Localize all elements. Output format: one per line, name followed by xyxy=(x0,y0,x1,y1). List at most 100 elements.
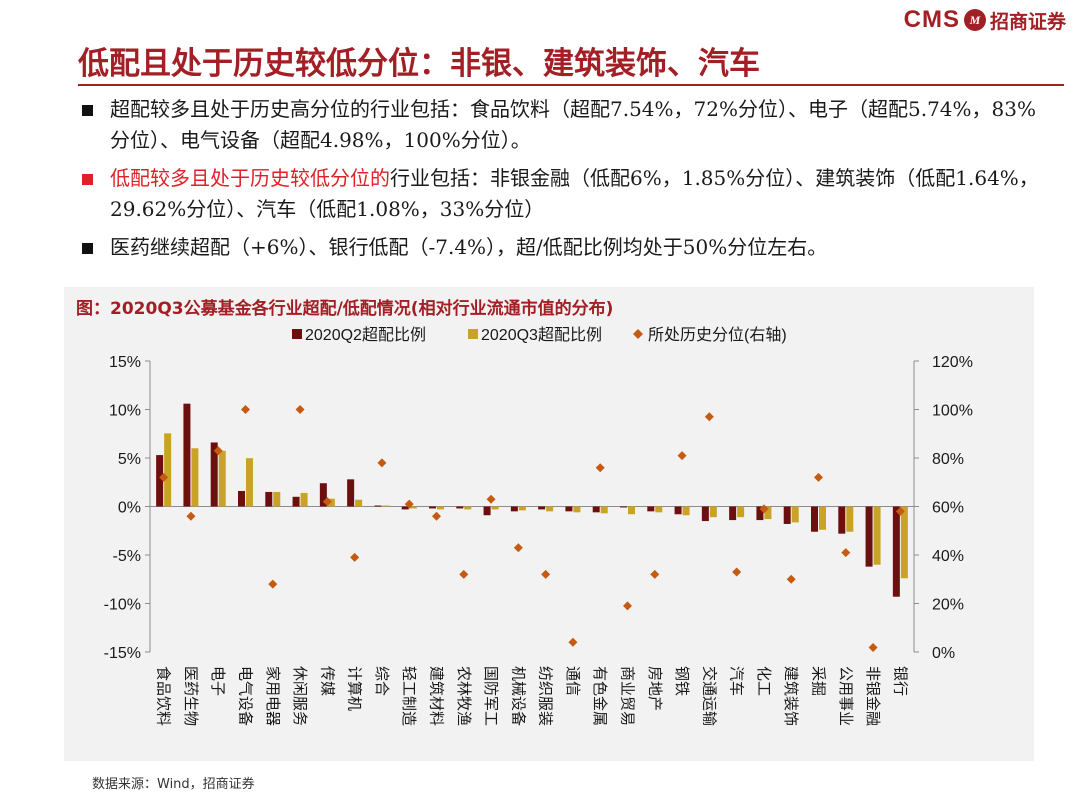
y-tick-label: -10% xyxy=(104,597,141,614)
bar-q2 xyxy=(756,506,764,521)
y2-tick-label: 100% xyxy=(932,403,973,420)
y-tick-label: 15% xyxy=(109,354,141,371)
bar-q2 xyxy=(210,442,218,507)
bar-q2 xyxy=(865,506,873,567)
bar-q3 xyxy=(218,450,226,507)
bar-q3 xyxy=(382,505,390,507)
x-tick-label: 银行 xyxy=(891,666,909,696)
percentile-marker xyxy=(841,548,851,558)
bar-q2 xyxy=(265,491,273,507)
x-tick-label: 化工 xyxy=(755,666,773,696)
x-tick-label: 轻工制造 xyxy=(400,666,418,726)
bullet-text: 医药继续超配（+6%）、银行低配（-7.4%），超/低配比例均处于50%分位左右… xyxy=(110,235,828,259)
x-tick-label: 建筑材料 xyxy=(428,666,446,726)
bar-q2 xyxy=(401,506,409,510)
chart-panel: 图：2020Q3公募基金各行业超配/低配情况(相对行业流通市值的分布) 15% 1… xyxy=(64,287,1034,761)
x-tick-label: 有色金属 xyxy=(591,666,609,726)
bar-q3 xyxy=(873,506,881,565)
bar-q3 xyxy=(327,498,335,507)
overweight-chart: 15% 10% 5% 0% -5% -10% -15% 120% 100% 80% 60% 40% 20… xyxy=(104,326,973,726)
bar-q3 xyxy=(682,506,690,516)
logo-company-name: 招商证券 xyxy=(989,10,1066,33)
legend-label-q3: 2020Q3超配比例 xyxy=(481,326,602,344)
percentile-marker xyxy=(295,405,305,414)
bar-q2 xyxy=(483,506,491,516)
bullet-highlight-text: 低配较多且处于历史较低分位的 xyxy=(110,166,390,190)
bullet-text: 行业包括：非银金融（低配6%，1.85%分位）、建筑装饰（低配1.64%，29.… xyxy=(110,166,1039,221)
legend-label-q2: 2020Q2超配比例 xyxy=(305,326,426,344)
bar-q3 xyxy=(464,506,472,510)
bar-q3 xyxy=(164,433,172,507)
percentile-marker xyxy=(213,446,223,456)
bar-q2 xyxy=(319,483,327,507)
bar-q3 xyxy=(709,506,717,518)
percentile-marker xyxy=(541,569,551,579)
percentile-marker xyxy=(650,569,660,579)
y2-tick-label: 40% xyxy=(932,548,964,565)
y2-tick-label: 80% xyxy=(932,451,964,468)
percentile-marker xyxy=(159,472,169,482)
bar-q3 xyxy=(518,506,526,511)
bar-q2 xyxy=(811,506,818,532)
x-tick-label: 采掘 xyxy=(810,666,828,696)
x-tick-label: 纺织服装 xyxy=(537,666,555,726)
bar-q3 xyxy=(246,458,253,507)
y-tick-label: 5% xyxy=(118,451,141,468)
bar-q3 xyxy=(900,506,908,579)
x-tick-label: 休闲服务 xyxy=(291,666,309,726)
bar-q2 xyxy=(429,506,436,509)
bullet-item: 超配较多且处于历史高分位的行业包括：食品饮料（超配7.54%，72%分位）、电子… xyxy=(80,94,1050,156)
x-tick-label: 通信 xyxy=(564,666,582,696)
y2-tick-label: 0% xyxy=(932,645,955,662)
bar-q3 xyxy=(791,506,799,523)
x-tick-label: 机械设备 xyxy=(509,666,527,726)
percentile-marker xyxy=(322,497,332,507)
legend-swatch-q2 xyxy=(292,329,302,339)
bullet-list: 超配较多且处于历史高分位的行业包括：食品饮料（超配7.54%，72%分位）、电子… xyxy=(80,94,1050,270)
x-tick-label: 农林牧渔 xyxy=(455,666,473,726)
y-tick-label: 10% xyxy=(109,403,141,420)
percentile-marker xyxy=(268,579,278,589)
x-tick-label: 商业贸易 xyxy=(619,666,637,726)
bar-q2 xyxy=(701,506,709,522)
bar-q3 xyxy=(573,506,581,513)
x-tick-label: 计算机 xyxy=(346,666,364,711)
legend-swatch-q3 xyxy=(468,329,478,339)
bar-q2 xyxy=(892,506,900,597)
y-tick-label: 0% xyxy=(118,500,141,517)
bar-q2 xyxy=(292,496,300,507)
x-tick-label: 交通运输 xyxy=(700,666,718,726)
percentile-marker xyxy=(432,511,441,521)
bar-q3 xyxy=(846,506,854,532)
percentile-marker xyxy=(513,543,523,553)
percentile-marker xyxy=(568,637,578,647)
x-tick-label: 家用电器 xyxy=(264,666,282,726)
x-tick-label: 国防军工 xyxy=(482,666,500,726)
y-tick-label: -15% xyxy=(104,645,141,662)
y2-tick-label: 20% xyxy=(932,597,964,614)
x-tick-label: 房地产 xyxy=(646,666,664,711)
y-tick-label: -5% xyxy=(113,548,141,565)
brand-logo: CMS M 招商证券 xyxy=(904,4,1066,36)
bar-q2 xyxy=(538,506,546,510)
bar-q3 xyxy=(409,506,417,509)
bullet-square-icon xyxy=(82,105,93,116)
percentile-marker xyxy=(595,463,605,473)
percentile-marker xyxy=(868,643,878,653)
percentile-marker xyxy=(814,472,823,482)
bar-q3 xyxy=(491,506,499,510)
bullet-text: 超配较多且处于历史高分位的行业包括：食品饮料（超配7.54%，72%分位）、电子… xyxy=(110,97,1036,152)
percentile-marker xyxy=(759,504,769,514)
bar-q3 xyxy=(191,448,199,507)
bar-q2 xyxy=(729,506,737,521)
x-tick-label: 建筑装饰 xyxy=(782,666,800,726)
bar-q3 xyxy=(737,506,745,518)
x-tick-label: 综合 xyxy=(373,666,391,696)
bar-q2 xyxy=(620,506,627,508)
slide-title: 低配且处于历史较低分位：非银、建筑装饰、汽车 xyxy=(78,46,760,82)
bar-q3 xyxy=(273,491,281,507)
x-tick-label: 公用事业 xyxy=(837,666,855,726)
bar-q2 xyxy=(374,505,382,507)
percentile-marker xyxy=(732,567,742,577)
bar-q2 xyxy=(592,506,600,513)
